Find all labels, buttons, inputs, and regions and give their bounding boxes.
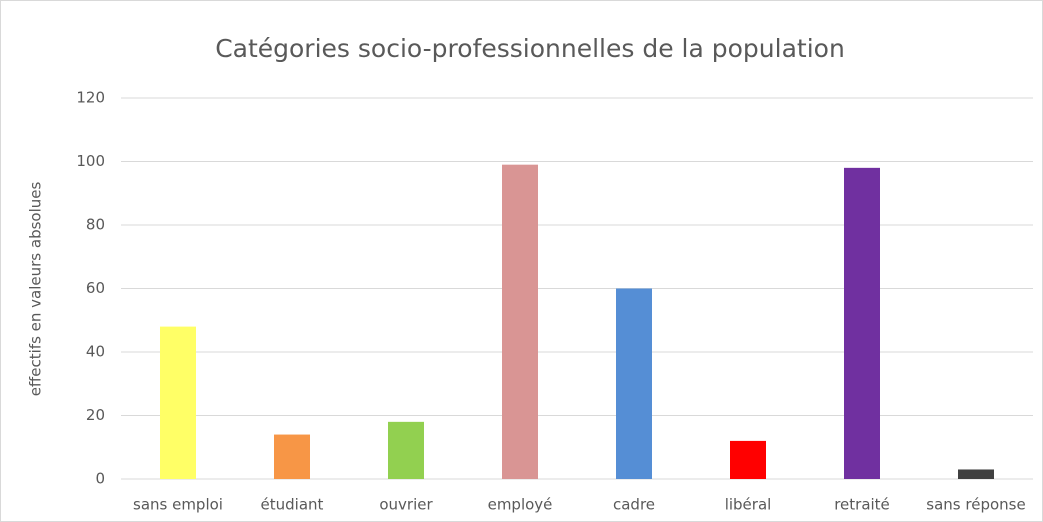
x-tick-label: employé xyxy=(488,496,553,514)
y-tick-label: 20 xyxy=(86,406,105,424)
bar xyxy=(616,288,652,479)
bar xyxy=(844,167,880,479)
y-tick-label: 40 xyxy=(86,343,105,361)
x-tick-label: ouvrier xyxy=(379,496,433,514)
x-tick-label: cadre xyxy=(613,496,655,514)
x-tick-label: sans réponse xyxy=(926,496,1025,514)
x-tick-label: libéral xyxy=(725,496,772,514)
y-tick-label: 0 xyxy=(95,470,105,488)
bar xyxy=(160,326,196,479)
bar xyxy=(388,421,424,479)
bar xyxy=(958,469,994,479)
chart-title: Catégories socio-professionnelles de la … xyxy=(215,34,845,63)
y-tick-label: 120 xyxy=(76,89,105,107)
x-tick-label: retraité xyxy=(834,496,890,514)
bar xyxy=(274,434,310,479)
bar xyxy=(502,164,538,480)
y-tick-label: 100 xyxy=(76,152,105,170)
y-axis-label: effectifs en valeurs absolues xyxy=(27,182,45,397)
x-tick-label: sans emploi xyxy=(133,496,223,514)
y-tick-label: 80 xyxy=(86,216,105,234)
y-tick-label: 60 xyxy=(86,279,105,297)
bar xyxy=(730,440,766,479)
x-tick-label: étudiant xyxy=(261,496,324,514)
